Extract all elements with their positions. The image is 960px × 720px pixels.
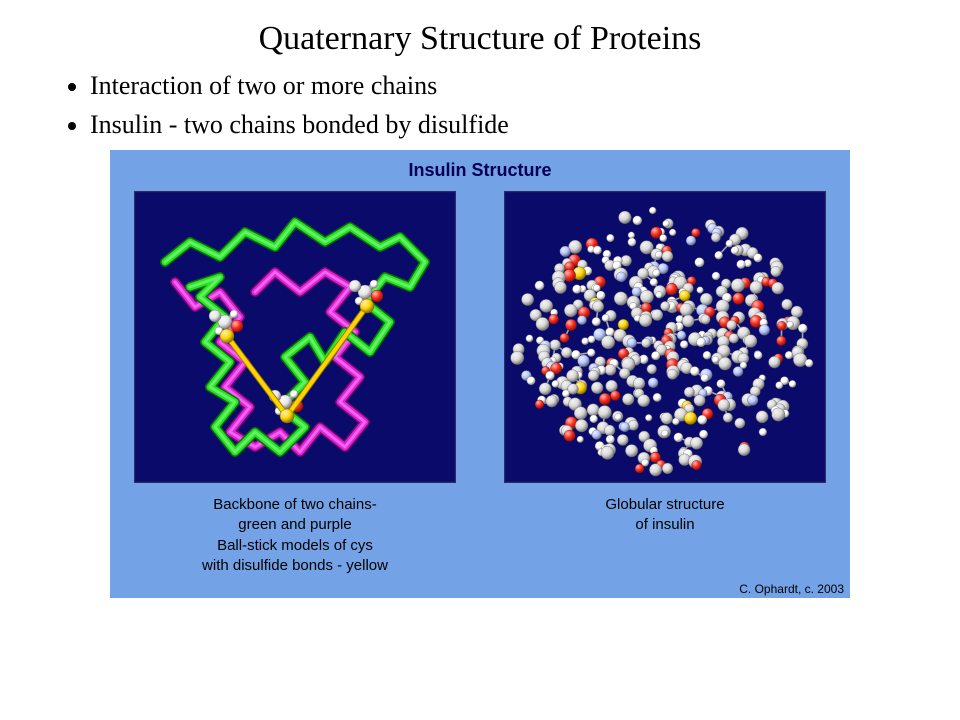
left-panel: Backbone of two chains- green and purple… xyxy=(120,191,470,576)
backbone-diagram xyxy=(134,191,456,483)
insulin-figure: Insulin Structure Backbone of two chains… xyxy=(110,150,850,598)
bullet-item: Interaction of two or more chains xyxy=(90,68,900,103)
figure-panels: Backbone of two chains- green and purple… xyxy=(120,191,840,576)
right-caption: Globular structure of insulin xyxy=(605,495,724,536)
globular-diagram xyxy=(504,191,826,483)
figure-title: Insulin Structure xyxy=(120,160,840,181)
slide: Quaternary Structure of Proteins Interac… xyxy=(0,0,960,720)
bullet-list: Interaction of two or more chains Insuli… xyxy=(90,68,900,142)
right-panel: Globular structure of insulin xyxy=(490,191,840,576)
bullet-item: Insulin - two chains bonded by disulfide xyxy=(90,107,900,142)
figure-container: Insulin Structure Backbone of two chains… xyxy=(60,150,900,598)
figure-credit: C. Ophardt, c. 2003 xyxy=(739,582,844,596)
page-title: Quaternary Structure of Proteins xyxy=(60,20,900,58)
left-caption: Backbone of two chains- green and purple… xyxy=(202,495,388,576)
